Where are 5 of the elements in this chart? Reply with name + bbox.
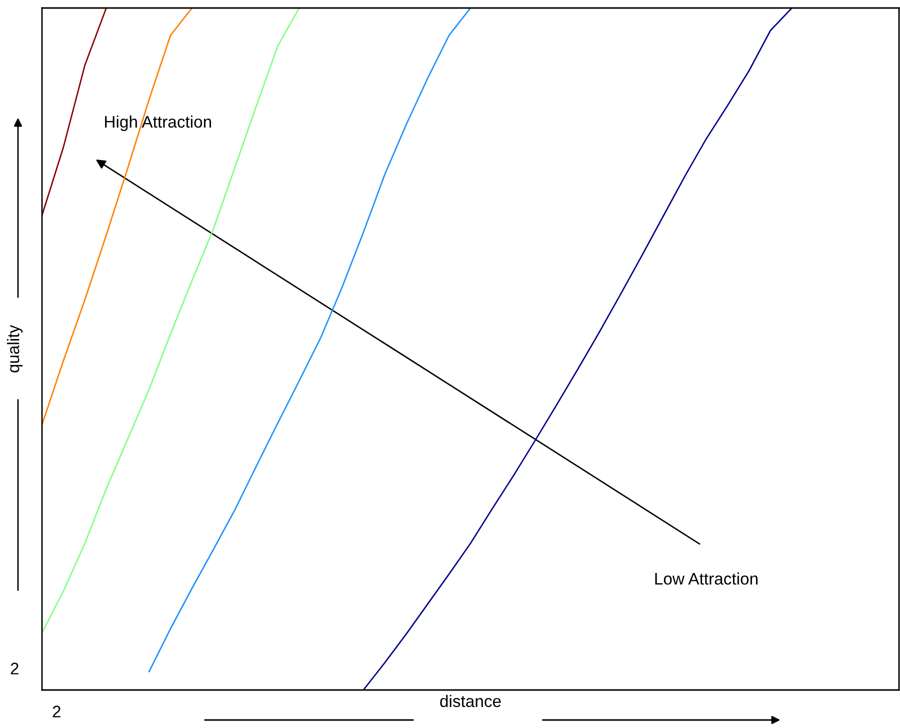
- y-axis-title: quality: [7, 324, 23, 372]
- annotation: Low Attraction: [655, 572, 758, 585]
- text: 2: [52, 706, 60, 718]
- text: 2: [10, 662, 18, 674]
- x-axis-title: distance: [440, 694, 501, 708]
